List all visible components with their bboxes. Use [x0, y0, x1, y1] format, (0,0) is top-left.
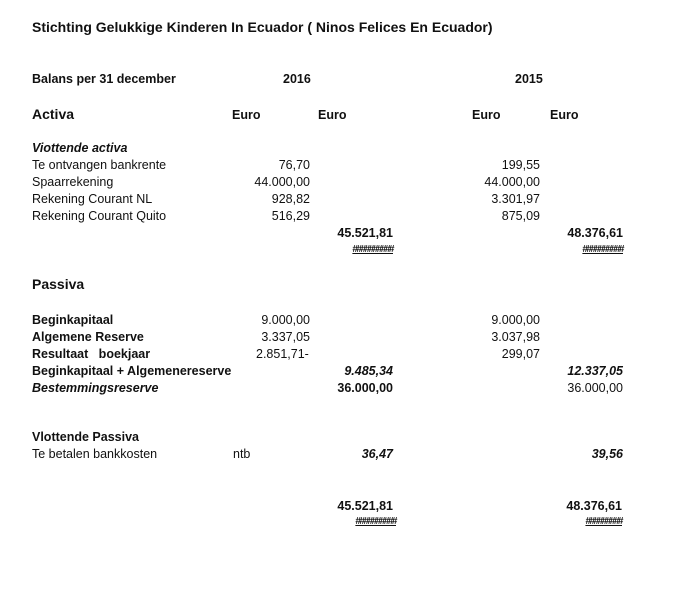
value-2016: 3.337,05 [261, 330, 310, 344]
bankkosten-2015: 39,56 [591, 447, 623, 461]
year-2015-header: 2015 [515, 72, 543, 86]
row-label: Beginkapitaal [32, 313, 114, 327]
bankkosten-note: ntb [233, 447, 251, 461]
row-label: Spaarrekening [32, 175, 114, 189]
value-2015: 44.000,00 [484, 175, 540, 189]
value-2016: 516,29 [271, 209, 310, 223]
overflow-hash: ######### [585, 516, 623, 527]
value-2016: 44.000,00 [254, 175, 310, 189]
row-label: Rekening Courant Quito [32, 209, 167, 223]
passiva-heading: Passiva [32, 276, 85, 292]
bankkosten-label: Te betalen bankkosten [32, 447, 158, 461]
row-label: Rekening Courant NL [32, 192, 153, 206]
activa-total-2016: 45.521,81 [337, 226, 393, 240]
currency-header: Euro [550, 108, 579, 122]
passiva-total-2015: 48.376,61 [566, 499, 622, 513]
value-2016: 76,70 [278, 158, 310, 172]
value-2015: 875,09 [501, 209, 540, 223]
row-label: Te ontvangen bankrente [32, 158, 167, 172]
value-2015: 3.037,98 [491, 330, 540, 344]
currency-header: Euro [318, 108, 347, 122]
overflow-hash: ########## [582, 244, 624, 255]
value-2016: 928,82 [271, 192, 310, 206]
value-2015: 299,07 [501, 347, 540, 361]
bestemming-2015: 36.000,00 [567, 381, 623, 395]
activa-heading: Activa [32, 106, 75, 122]
overflow-hash: ########## [352, 244, 394, 255]
passiva-total-2016: 45.521,81 [337, 499, 393, 513]
subtotal-2016: 9.485,34 [344, 364, 393, 378]
value-2016: 2.851,71- [256, 347, 309, 361]
subtotal-label: Beginkapitaal + Algemenereserve [32, 364, 232, 378]
bestemming-label: Bestemmingsreserve [32, 381, 159, 395]
vlottende-passiva-heading: Vlottende Passiva [32, 430, 139, 444]
balans-label: Balans per 31 december [32, 72, 176, 86]
year-2016-header: 2016 [283, 72, 311, 86]
currency-header: Euro [232, 108, 261, 122]
row-label: Resultaat boekjaar [32, 347, 151, 361]
bestemming-2016: 36.000,00 [337, 381, 393, 395]
document-title: Stichting Gelukkige Kinderen In Ecuador … [32, 19, 493, 35]
bankkosten-2016: 36,47 [361, 447, 393, 461]
vlottende-activa-heading: Viottende activa [32, 141, 128, 155]
value-2015: 9.000,00 [491, 313, 540, 327]
overflow-hash: ########## [355, 516, 397, 527]
value-2016: 9.000,00 [261, 313, 310, 327]
currency-header: Euro [472, 108, 501, 122]
value-2015: 3.301,97 [491, 192, 540, 206]
row-label: Algemene Reserve [32, 330, 144, 344]
activa-total-2015: 48.376,61 [567, 226, 623, 240]
value-2015: 199,55 [501, 158, 540, 172]
subtotal-2015: 12.337,05 [567, 364, 623, 378]
